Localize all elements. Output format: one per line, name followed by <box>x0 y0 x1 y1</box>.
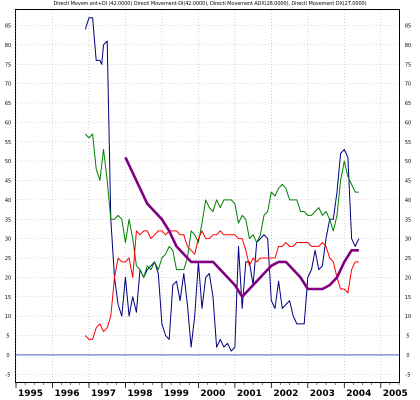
y-tick-label-left: 10 <box>5 314 11 320</box>
y-tick-label-right: 25 <box>405 256 411 262</box>
y-tick-label-right: -5 <box>406 372 411 378</box>
y-tick-label-right: 35 <box>405 217 411 223</box>
y-tick-label-left: 55 <box>5 140 11 146</box>
series-line-1 <box>84 133 359 278</box>
x-tick-label: 1996 <box>54 389 79 399</box>
x-tick-label: 1995 <box>18 389 43 399</box>
y-tick-label-right: 40 <box>405 198 411 204</box>
x-tick-label: 1997 <box>91 389 116 399</box>
y-tick-label-left: 5 <box>6 334 9 340</box>
y-tick-label-left: 50 <box>5 159 11 165</box>
series-line-3 <box>124 156 359 299</box>
y-tick-label-right: 70 <box>405 82 411 88</box>
x-tick-label: 2002 <box>273 389 298 399</box>
series-line-2 <box>84 230 359 340</box>
x-tick-label: 1999 <box>164 389 189 399</box>
y-tick-label-left: 0 <box>6 353 9 359</box>
y-tick-label-right: 60 <box>405 120 411 126</box>
y-tick-label-right: 75 <box>405 62 411 68</box>
chart-title: Directi Movem ent+DI (42.0000) Directi M… <box>53 1 367 7</box>
y-tick-label-left: 60 <box>5 120 11 126</box>
x-tick-label: 1998 <box>127 389 152 399</box>
y-tick-label-left: 15 <box>5 295 11 301</box>
y-tick-label-left: 85 <box>5 24 11 30</box>
y-tick-label-right: 45 <box>405 179 411 185</box>
y-tick-label-left: 20 <box>5 275 11 281</box>
y-tick-label-right: 80 <box>405 43 411 49</box>
y-tick-label-left: 65 <box>5 101 11 107</box>
y-tick-label-left: 75 <box>5 62 11 68</box>
y-tick-label-right: 15 <box>405 295 411 301</box>
y-tick-label-left: 45 <box>5 179 11 185</box>
y-tick-label-left: -5 <box>6 372 11 378</box>
y-tick-label-right: 55 <box>405 140 411 146</box>
x-tick-label: 2000 <box>200 389 225 399</box>
y-tick-label-right: 20 <box>405 275 411 281</box>
y-tick-label-left: 40 <box>5 198 11 204</box>
y-tick-label-right: 30 <box>405 237 411 243</box>
y-tick-label-right: 0 <box>406 353 409 359</box>
y-tick-label-right: 50 <box>405 159 411 165</box>
y-tick-label-left: 25 <box>5 256 11 262</box>
x-tick-label: 2005 <box>383 389 408 399</box>
y-tick-label-right: 5 <box>406 334 409 340</box>
y-tick-label-right: 65 <box>405 101 411 107</box>
y-tick-label-left: 70 <box>5 82 11 88</box>
x-tick-label: 2003 <box>310 389 335 399</box>
x-tick-label: 2004 <box>346 389 371 399</box>
y-tick-label-right: 85 <box>405 24 411 30</box>
y-tick-label-left: 80 <box>5 43 11 49</box>
y-tick-label-left: 30 <box>5 237 11 243</box>
plot-frame <box>15 9 400 383</box>
x-tick-label: 2001 <box>237 389 262 399</box>
series-line-0 <box>84 17 360 352</box>
y-tick-label-right: 10 <box>405 314 411 320</box>
y-tick-label-left: 35 <box>5 217 11 223</box>
